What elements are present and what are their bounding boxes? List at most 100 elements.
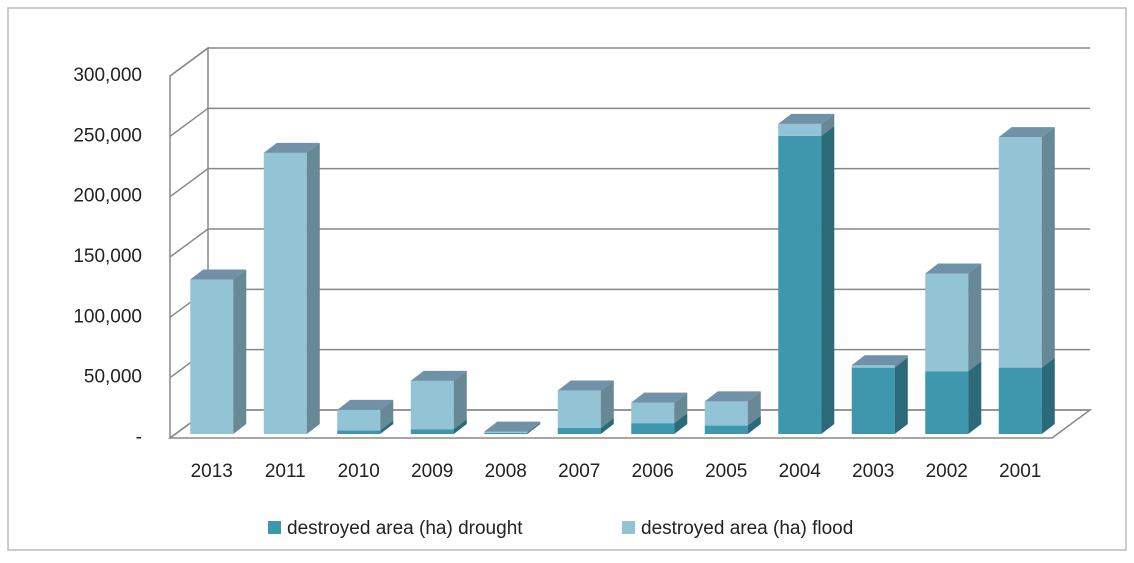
bar-side bbox=[1041, 357, 1055, 434]
bar bbox=[778, 123, 822, 136]
x-tick-label: 2004 bbox=[779, 461, 822, 482]
bar-side-shade bbox=[600, 417, 614, 434]
bar-side-shade bbox=[894, 357, 908, 434]
bar-side-shade bbox=[821, 113, 835, 136]
bar-top-shade bbox=[190, 269, 247, 280]
bar-side-shade bbox=[380, 420, 394, 434]
y-tick-label: 300,000 bbox=[73, 65, 142, 86]
bar-top-shade bbox=[925, 263, 982, 274]
bar-top bbox=[631, 392, 688, 403]
bar-top bbox=[778, 113, 835, 124]
bar-side bbox=[453, 370, 467, 430]
y-tick-label: 100,000 bbox=[73, 306, 142, 327]
legend-label: destroyed area (ha) drought bbox=[287, 518, 523, 539]
x-tick-label: 2005 bbox=[705, 461, 747, 482]
grid-line bbox=[169, 107, 1090, 137]
bar-side bbox=[747, 391, 761, 426]
bar-top-shade bbox=[778, 113, 835, 124]
bar-side-shade bbox=[747, 391, 761, 426]
bar-side bbox=[306, 142, 320, 434]
bar-side bbox=[968, 263, 982, 372]
bar-top bbox=[851, 355, 908, 366]
bar-side-shade bbox=[380, 399, 394, 431]
bar-side bbox=[894, 355, 908, 368]
x-tick-label: 2001 bbox=[999, 461, 1041, 482]
bar-side-shade bbox=[527, 422, 541, 434]
bar bbox=[263, 152, 307, 434]
bar bbox=[631, 402, 675, 424]
bar-top bbox=[190, 269, 247, 280]
bar-top bbox=[925, 263, 982, 274]
bar bbox=[998, 137, 1042, 368]
bar-side-shade bbox=[527, 421, 541, 433]
bar-side bbox=[527, 421, 541, 433]
bar-side-shade bbox=[747, 415, 761, 434]
bar-top bbox=[263, 142, 320, 153]
bar-side bbox=[380, 399, 394, 431]
bar-top-shade bbox=[263, 142, 320, 153]
bar-side bbox=[1041, 127, 1055, 368]
bar bbox=[410, 429, 454, 434]
bar bbox=[484, 432, 528, 434]
bar-side-shade bbox=[968, 361, 982, 434]
x-tick-label: 2011 bbox=[265, 461, 306, 482]
x-tick-label: 2010 bbox=[338, 461, 380, 482]
y-tick-label: - bbox=[136, 427, 142, 448]
bar-top-shade bbox=[631, 392, 688, 403]
bar-top-shade bbox=[337, 399, 394, 410]
bar-side-shade bbox=[968, 263, 982, 372]
bar bbox=[557, 390, 601, 428]
bar-side bbox=[821, 125, 835, 434]
legend-swatch bbox=[622, 521, 635, 534]
bar-side bbox=[747, 415, 761, 434]
bar bbox=[851, 365, 895, 368]
bar bbox=[631, 423, 675, 434]
x-tick-label: 2007 bbox=[558, 461, 600, 482]
legend-swatch bbox=[268, 521, 281, 534]
bar-side bbox=[600, 417, 614, 434]
grid-line bbox=[169, 47, 1090, 77]
x-tick-label: 2003 bbox=[852, 461, 894, 482]
y-tick-label: 50,000 bbox=[84, 367, 142, 388]
bar-top bbox=[484, 421, 541, 432]
bar bbox=[190, 279, 234, 434]
bar-side-shade bbox=[821, 125, 835, 434]
bar-side-shade bbox=[674, 413, 688, 434]
bar bbox=[484, 431, 528, 433]
bar-side bbox=[233, 269, 247, 434]
x-tick-label: 2013 bbox=[191, 461, 233, 482]
bar bbox=[557, 427, 601, 434]
bar-top bbox=[557, 380, 614, 391]
legend-label: destroyed area (ha) flood bbox=[641, 518, 853, 539]
bar-side bbox=[674, 392, 688, 424]
bar bbox=[337, 430, 381, 434]
bar-side bbox=[527, 422, 541, 434]
x-tick-label: 2006 bbox=[632, 461, 674, 482]
bar-top bbox=[704, 391, 761, 402]
bar-top-shade bbox=[410, 370, 467, 381]
bar-side-shade bbox=[453, 419, 467, 434]
bar-side-shade bbox=[306, 142, 320, 434]
bar-top-shade bbox=[704, 391, 761, 402]
bar bbox=[998, 367, 1042, 434]
bar-side bbox=[453, 419, 467, 434]
bar bbox=[704, 425, 748, 434]
bar-side-shade bbox=[894, 355, 908, 368]
bar bbox=[851, 367, 895, 434]
bar-side bbox=[380, 420, 394, 434]
bar-side bbox=[894, 357, 908, 434]
y-tick-label: 200,000 bbox=[73, 186, 142, 207]
bar bbox=[337, 409, 381, 431]
bar-top bbox=[998, 127, 1055, 138]
bar bbox=[925, 273, 969, 372]
bar-side bbox=[968, 361, 982, 434]
bar-side bbox=[674, 413, 688, 434]
bar bbox=[410, 380, 454, 430]
x-tick-label: 2008 bbox=[485, 461, 527, 482]
y-tick-label: 250,000 bbox=[73, 125, 142, 146]
bar-top-shade bbox=[851, 355, 908, 366]
bar bbox=[704, 401, 748, 426]
bar bbox=[778, 135, 822, 434]
x-tick-label: 2009 bbox=[411, 461, 453, 482]
